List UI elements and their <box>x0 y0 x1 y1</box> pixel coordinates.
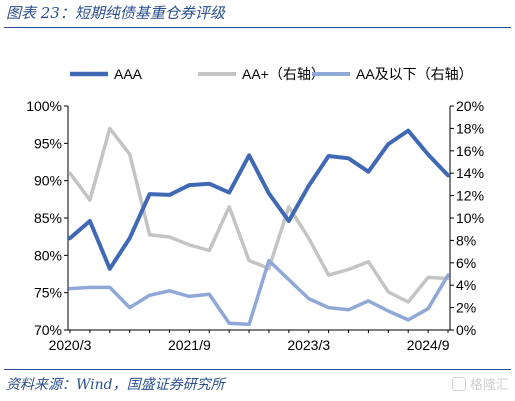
legend: AAA AA+（右轴） AA及以下（右轴） <box>70 66 473 82</box>
right-tick-label: 18% <box>456 120 484 136</box>
right-tick-label: 8% <box>456 232 476 248</box>
right-tick-label: 14% <box>456 165 484 181</box>
right-tick-label: 10% <box>456 210 484 226</box>
right-tick-label: 12% <box>456 188 484 204</box>
axes: 70% 75% 80% 85% 90% 95% 100% 0% 2% 4% 6% 8% 10% 12% 14… <box>26 98 484 353</box>
right-tick-label: 20% <box>456 98 484 114</box>
right-tick-label: 4% <box>456 277 476 293</box>
left-tick-label: 95% <box>34 135 62 151</box>
right-tick-label: 0% <box>456 322 476 338</box>
x-tick-label: 2021/9 <box>168 337 211 353</box>
x-tick-label: 2024/9 <box>407 337 450 353</box>
left-tick-label: 70% <box>34 322 62 338</box>
watermark-logo-icon <box>451 376 466 391</box>
series-line-1 <box>68 126 450 304</box>
left-tick-label: 85% <box>34 210 62 226</box>
legend-label-2: AA及以下（右轴） <box>356 66 473 82</box>
left-tick-label: 90% <box>34 173 62 189</box>
series-line-2 <box>68 258 450 327</box>
figure-title: 图表 23：短期纯债基重仓券评级 <box>6 4 225 22</box>
series-line-0 <box>68 128 450 271</box>
legend-label-0: AAA <box>114 66 143 82</box>
watermark: 格隆汇 <box>451 374 509 393</box>
series-layer <box>68 126 450 327</box>
left-tick-label: 80% <box>34 247 62 263</box>
source-rule <box>4 369 511 370</box>
left-tick-label: 75% <box>34 285 62 301</box>
x-tick-label: 2023/3 <box>287 337 330 353</box>
title-rule <box>4 27 511 28</box>
x-tick-label: 2020/3 <box>49 337 92 353</box>
right-tick-label: 6% <box>456 255 476 271</box>
right-tick-label: 16% <box>456 143 484 159</box>
source-note: 资料来源：Wind，国盛证券研究所 <box>6 377 225 393</box>
watermark-text: 格隆汇 <box>469 377 509 392</box>
legend-label-1: AA+（右轴） <box>242 66 325 82</box>
left-tick-label: 100% <box>26 98 62 114</box>
right-tick-label: 2% <box>456 300 476 316</box>
